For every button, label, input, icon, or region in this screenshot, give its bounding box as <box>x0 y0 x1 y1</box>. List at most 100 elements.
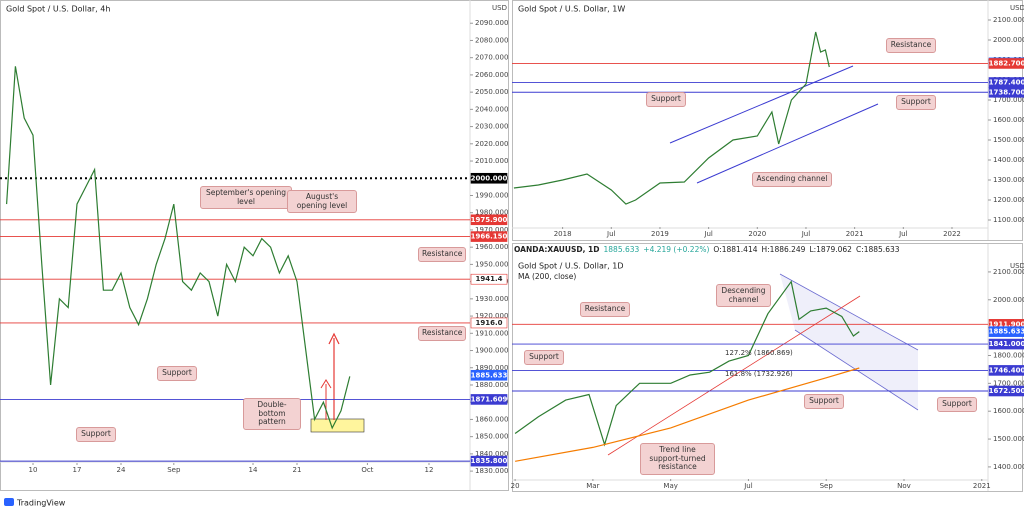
quote-value: O:1881.414 <box>713 245 757 254</box>
y-tick-label: 2010.000 <box>475 157 508 165</box>
y-tick-label: 1880.000 <box>475 381 508 389</box>
annotation: Support <box>524 350 564 365</box>
level-label: 1787.400 <box>989 79 1024 87</box>
level-label: 1916.0 <box>475 319 502 327</box>
price-line <box>513 31 830 205</box>
level-label: 1941.4 <box>475 275 502 283</box>
chart-title: Gold Spot / U.S. Dollar, 1D <box>518 262 624 271</box>
x-tick-label: 2020 <box>748 230 766 238</box>
x-tick-label: Jul <box>743 482 753 490</box>
symbol: OANDA:XAUUSD, 1D <box>514 245 600 254</box>
y-tick-label: 1900.000 <box>475 347 508 355</box>
fib-label: 161.8% (1732.926) <box>725 370 793 378</box>
x-tick-label: Sep <box>820 482 834 490</box>
x-tick-label: 2021 <box>973 482 991 490</box>
x-tick-label: 14 <box>249 466 258 474</box>
annotation: Resistance <box>418 326 466 341</box>
annotation: August's opening level <box>287 190 357 214</box>
level-box <box>470 317 508 329</box>
quote-line: OANDA:XAUUSD, 1D 1885.633 +4.219 (+0.22%) O… <box>514 245 900 254</box>
y-tick-label: 2000.000 <box>993 36 1024 44</box>
quote-value: +4.219 (+0.22%) <box>643 245 709 254</box>
x-tick-label: 20 <box>511 482 520 490</box>
y-tick-label: 2080.000 <box>475 36 508 44</box>
level-label: 1738.700 <box>989 88 1024 96</box>
level-box <box>988 58 1024 69</box>
y-tick-label: 1920.000 <box>475 312 508 320</box>
level-box <box>470 214 508 226</box>
level-box <box>470 369 508 381</box>
footer-brand: TradingView <box>16 499 66 508</box>
level-label: 1885.633 <box>989 328 1024 336</box>
level-label: 1882.700 <box>989 59 1024 67</box>
y-tick-label: 2000.000 <box>993 296 1024 304</box>
channel-line <box>779 273 919 351</box>
plot-area <box>0 66 470 462</box>
y-tick-label: 1400.000 <box>993 156 1024 164</box>
level-label: 1672.500 <box>989 387 1024 395</box>
chart-title: Gold Spot / U.S. Dollar, 4h <box>6 5 110 14</box>
highlight-box <box>310 418 365 433</box>
annotation: Resistance <box>418 247 466 262</box>
annotation: Ascending channel <box>752 172 832 187</box>
x-tick-label: May <box>663 482 677 490</box>
y-tick-label: 1980.000 <box>475 209 508 217</box>
quote-value: C:1885.633 <box>856 245 900 254</box>
y-tick-label: 1100.000 <box>993 216 1024 224</box>
y-tick-label: 2050.000 <box>475 88 508 96</box>
x-tick-label: 24 <box>117 466 126 474</box>
y-tick-label: 1910.000 <box>475 329 508 337</box>
annotation: Support <box>646 92 686 107</box>
y-tick-label: 1800.000 <box>993 351 1024 359</box>
y-tick-label: 1850.000 <box>475 433 508 441</box>
x-tick-label: 12 <box>425 466 434 474</box>
level-box <box>988 338 1024 350</box>
y-tick-label: 1500.000 <box>993 435 1024 443</box>
x-tick-label: 17 <box>73 466 82 474</box>
annotation: Support <box>896 95 936 110</box>
x-tick-label: Nov <box>897 482 911 490</box>
y-tick-label: 2100.000 <box>993 16 1024 24</box>
y-tick-label: 2030.000 <box>475 123 508 131</box>
annotation: Support <box>937 397 977 412</box>
y-tick-label: 1860.000 <box>475 415 508 423</box>
level-box <box>988 86 1024 98</box>
annotation: Support <box>804 394 844 409</box>
plot-area <box>512 280 988 462</box>
panel-frame <box>512 243 1023 492</box>
level-box <box>470 172 508 184</box>
x-tick-label: 21 <box>293 466 302 474</box>
y-tick-label: 1700.000 <box>993 96 1024 104</box>
y-tick-label: 1700.000 <box>993 379 1024 387</box>
annotation: Double-bottom pattern <box>243 398 301 430</box>
level-label: 1746.400 <box>989 366 1024 374</box>
level-label: 1841.000 <box>989 340 1024 348</box>
quote-value: 1885.633 <box>604 245 640 254</box>
panel-frame <box>0 0 509 491</box>
trend-line <box>607 295 861 456</box>
price-line <box>514 367 860 462</box>
level-label: 1835.800 <box>471 457 508 465</box>
x-tick-label: 2018 <box>554 230 572 238</box>
annotation: Support <box>157 366 197 381</box>
x-tick-label: Oct <box>361 466 373 474</box>
quote-value: L:1879.062 <box>809 245 852 254</box>
y-tick-label: 2040.000 <box>475 105 508 113</box>
y-tick-label: 1950.000 <box>475 260 508 268</box>
annotation: Trend line support-turned resistance <box>640 443 715 475</box>
annotation: Support <box>76 427 116 442</box>
x-tick-label: 2022 <box>943 230 961 238</box>
level-label: 1966.150 <box>471 233 508 241</box>
currency-label: USD <box>1010 4 1024 12</box>
x-tick-label: Sep <box>167 466 181 474</box>
y-tick-label: 1890.000 <box>475 364 508 372</box>
arrow-head <box>328 332 340 345</box>
x-tick-label: 2021 <box>846 230 864 238</box>
channel-line <box>696 103 879 184</box>
y-tick-label: 1600.000 <box>993 116 1024 124</box>
level-box <box>470 231 508 242</box>
annotation: Resistance <box>886 38 936 53</box>
channel-line <box>669 65 854 144</box>
